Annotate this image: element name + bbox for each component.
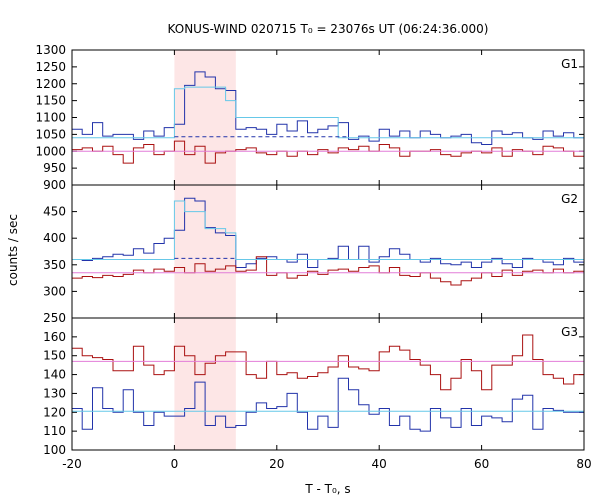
y-tick-label: 450 xyxy=(43,205,66,219)
panel-frame xyxy=(71,184,585,319)
y-tick-label: 300 xyxy=(43,284,66,298)
x-tick-label: 0 xyxy=(171,457,179,471)
y-tick-label: 1200 xyxy=(35,77,66,91)
series-line-g1-3 xyxy=(72,86,584,139)
y-tick-label: 1000 xyxy=(35,144,66,158)
y-tick-label: 100 xyxy=(43,443,66,457)
y-tick-label: 900 xyxy=(43,178,66,192)
panel-g2: 250 300 350 400 450 G2 xyxy=(43,184,585,325)
x-tick-label: -20 xyxy=(62,457,82,471)
panel-label: G2 xyxy=(561,192,578,206)
panel-g1: 900 950 1000 1050 1100 1150 1200 1250 1300 G1 xyxy=(35,43,585,192)
x-axis-label: T - T₀, s xyxy=(304,482,350,496)
y-tick-label: 110 xyxy=(43,424,66,438)
y-tick-label: 1250 xyxy=(35,60,66,74)
panel-label: G1 xyxy=(561,57,578,71)
plot-layer: 9009501000105011001150120012501300G12503… xyxy=(35,43,591,471)
y-tick-label: 400 xyxy=(43,231,66,245)
x-tick-label: 40 xyxy=(372,457,387,471)
y-tick-label: 1100 xyxy=(35,111,66,125)
series-line-g3-2 xyxy=(72,334,584,391)
series-line-g1-2 xyxy=(72,140,584,164)
series-line-g2-3 xyxy=(72,200,584,260)
y-tick-label: 1300 xyxy=(35,43,66,57)
y-tick-label: 120 xyxy=(43,405,66,419)
y-tick-label: 350 xyxy=(43,258,66,272)
panel-label: G3 xyxy=(561,325,578,339)
x-tick-label: 80 xyxy=(576,457,591,471)
y-tick-label: 140 xyxy=(43,368,66,382)
series-line-g3-1 xyxy=(72,377,584,432)
series-line-g2-2 xyxy=(72,256,584,286)
y-tick-label: 150 xyxy=(43,349,66,363)
chart-title: KONUS-WIND 020715 T₀ = 23076s UT (06:24:… xyxy=(168,22,489,36)
panel-frame xyxy=(71,317,585,451)
y-tick-label: 250 xyxy=(43,311,66,325)
y-tick-label: 1050 xyxy=(35,127,66,141)
panel-g3: 100 110 120 130 140 150 160 G3 xyxy=(43,317,585,457)
series-line-g2-1 xyxy=(72,197,584,268)
y-axis-label: counts / sec xyxy=(6,214,20,286)
y-tick-label: 1150 xyxy=(35,94,66,108)
y-tick-label: 160 xyxy=(43,330,66,344)
x-tick-label: 60 xyxy=(474,457,489,471)
y-tick-label: 130 xyxy=(43,386,66,400)
x-tick-label: 20 xyxy=(269,457,284,471)
y-tick-label: 950 xyxy=(43,161,66,175)
series-line-g1-1 xyxy=(72,71,584,145)
